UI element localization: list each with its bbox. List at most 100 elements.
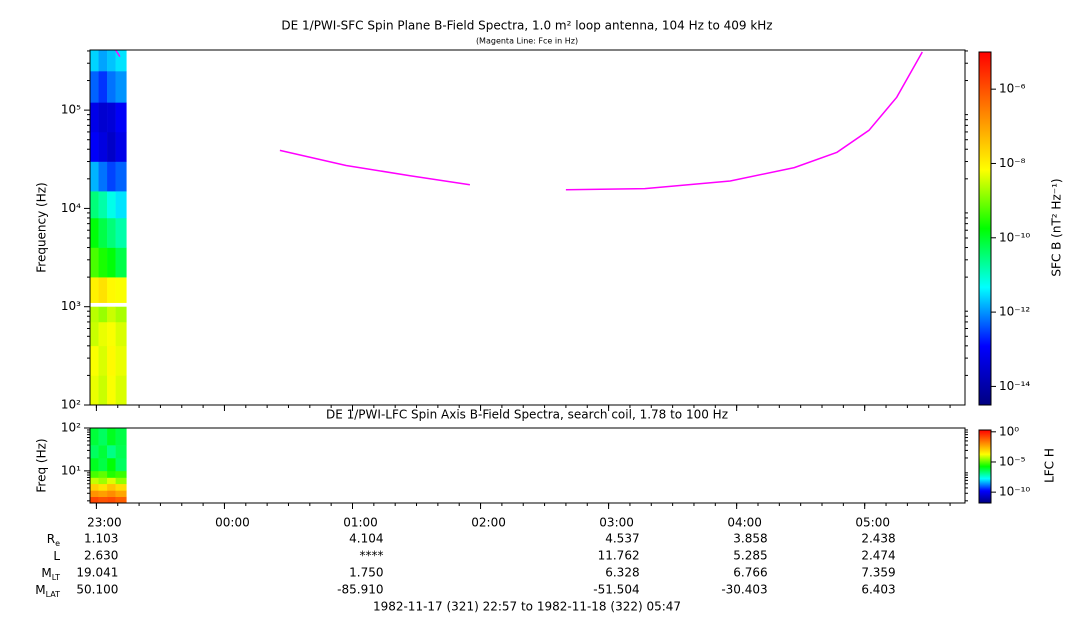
heatmap-cell bbox=[107, 375, 116, 406]
heatmap-cell bbox=[107, 277, 116, 303]
row-label-main: M bbox=[41, 566, 51, 580]
heatmap-cell bbox=[107, 490, 116, 497]
heatmap-cell bbox=[107, 50, 116, 72]
heatmap-cell bbox=[115, 50, 127, 72]
row-label-sub: LT bbox=[52, 573, 60, 582]
ephemeris-row-label: MLAT bbox=[35, 583, 60, 599]
ephemeris-value: 1.103 bbox=[84, 532, 118, 546]
heatmap-cell bbox=[115, 191, 127, 219]
heatmap-cell bbox=[98, 483, 108, 491]
ephemeris-value: -85.910 bbox=[337, 583, 383, 597]
ephemeris-value: 3.858 bbox=[733, 532, 767, 546]
ephemeris-value: 1.750 bbox=[349, 566, 383, 580]
heatmap-cell bbox=[115, 490, 127, 497]
ephemeris-value: 6.328 bbox=[605, 566, 639, 580]
heatmap-cell bbox=[98, 102, 108, 133]
y-tick-label: 10¹ bbox=[61, 463, 81, 477]
y-tick-label: 10² bbox=[61, 398, 81, 412]
ephemeris-value: 4.104 bbox=[349, 532, 383, 546]
ephemeris-value: -51.504 bbox=[593, 583, 639, 597]
y-axis-label: Frequency (Hz) bbox=[35, 182, 49, 273]
chart-title: DE 1/PWI-LFC Spin Axis B-Field Spectra, … bbox=[326, 408, 728, 422]
heatmap-cell bbox=[98, 490, 108, 497]
ephemeris-value: 5.285 bbox=[733, 549, 767, 563]
colorbar-tick-label: 10⁻⁸ bbox=[999, 156, 1026, 170]
ephemeris-value: 50.100 bbox=[76, 583, 118, 597]
x-tick-label: 05:00 bbox=[855, 516, 890, 530]
heatmap-cell bbox=[90, 50, 99, 72]
y-tick-label: 10³ bbox=[61, 299, 81, 313]
heatmap-cell bbox=[107, 477, 116, 485]
heatmap-cell bbox=[98, 345, 108, 376]
heatmap-cell bbox=[115, 277, 127, 303]
ephemeris-value: 11.762 bbox=[598, 549, 640, 563]
heatmap-cell bbox=[115, 71, 127, 103]
heatmap-cell bbox=[90, 191, 99, 219]
y-axis-label: Freq (Hz) bbox=[35, 438, 49, 492]
ephemeris-value: 2.438 bbox=[861, 532, 895, 546]
chart-title: DE 1/PWI-SFC Spin Plane B-Field Spectra,… bbox=[281, 19, 772, 33]
heatmap-cell bbox=[90, 306, 99, 323]
heatmap-cell bbox=[115, 477, 127, 485]
heatmap-cell bbox=[90, 375, 99, 406]
heatmap-cell bbox=[98, 247, 108, 278]
row-label-main: M bbox=[35, 583, 45, 597]
y-tick-label: 10⁴ bbox=[61, 201, 81, 215]
heatmap-cell bbox=[98, 277, 108, 303]
heatmap-cell bbox=[90, 131, 99, 162]
heatmap-cell bbox=[107, 345, 116, 376]
row-label-main: R bbox=[47, 532, 55, 546]
heatmap-cell bbox=[90, 457, 99, 472]
heatmap-cell bbox=[98, 161, 108, 192]
heatmap-cell bbox=[107, 470, 116, 478]
heatmap-cell bbox=[90, 470, 99, 478]
colorbar-tick-label: 10⁻¹⁴ bbox=[999, 379, 1030, 393]
row-label-sub: e bbox=[55, 539, 60, 548]
heatmap-cell bbox=[115, 131, 127, 162]
ephemeris-row-label: Re bbox=[47, 532, 60, 548]
heatmap-cell bbox=[90, 102, 99, 133]
heatmap-cell bbox=[98, 217, 108, 248]
heatmap-cell bbox=[115, 102, 127, 133]
heatmap-cell bbox=[90, 277, 99, 303]
heatmap-cell bbox=[107, 483, 116, 491]
heatmap-cell bbox=[90, 71, 99, 103]
y-tick-label: 10² bbox=[61, 421, 81, 435]
x-tick-label: 04:00 bbox=[727, 516, 762, 530]
x-tick-label: 02:00 bbox=[471, 516, 506, 530]
ephemeris-value: 4.537 bbox=[605, 532, 639, 546]
heatmap-cell bbox=[98, 457, 108, 472]
heatmap-cell bbox=[107, 161, 116, 192]
colorbar-tick-label: 10⁻¹⁰ bbox=[999, 230, 1030, 244]
heatmap-cell bbox=[90, 445, 99, 459]
heatmap-cell bbox=[90, 321, 99, 347]
chart-subtitle: (Magenta Line: Fce in Hz) bbox=[476, 37, 578, 46]
footer: 1982-11-17 (321) 22:57 to 1982-11-18 (32… bbox=[373, 600, 681, 614]
heatmap-cell bbox=[115, 321, 127, 347]
heatmap-cell bbox=[90, 345, 99, 376]
heatmap-cell bbox=[98, 131, 108, 162]
ephemeris-value: -30.403 bbox=[721, 583, 767, 597]
heatmap-cell bbox=[107, 217, 116, 248]
heatmap-cell bbox=[115, 161, 127, 192]
heatmap-cell bbox=[107, 428, 116, 446]
heatmap-cell bbox=[90, 247, 99, 278]
heatmap-cell bbox=[115, 247, 127, 278]
ephemeris-value: 2.630 bbox=[84, 549, 118, 563]
heatmap-cell bbox=[115, 445, 127, 459]
colorbar bbox=[978, 429, 992, 504]
heatmap-cell bbox=[98, 191, 108, 219]
plot-area bbox=[90, 50, 965, 405]
heatmap-cell bbox=[98, 477, 108, 485]
plot-frame bbox=[89, 427, 966, 504]
heatmap-cell bbox=[90, 496, 99, 504]
heatmap-cell bbox=[98, 496, 108, 504]
heatmap-cell bbox=[98, 375, 108, 406]
heatmap-cell bbox=[115, 306, 127, 323]
ephemeris-value: 6.766 bbox=[733, 566, 767, 580]
row-label-sub: LAT bbox=[46, 590, 60, 599]
ephemeris-row-label: L bbox=[53, 549, 60, 563]
heatmap-cell bbox=[98, 445, 108, 459]
colorbar-tick-label: 10⁰ bbox=[999, 424, 1019, 438]
